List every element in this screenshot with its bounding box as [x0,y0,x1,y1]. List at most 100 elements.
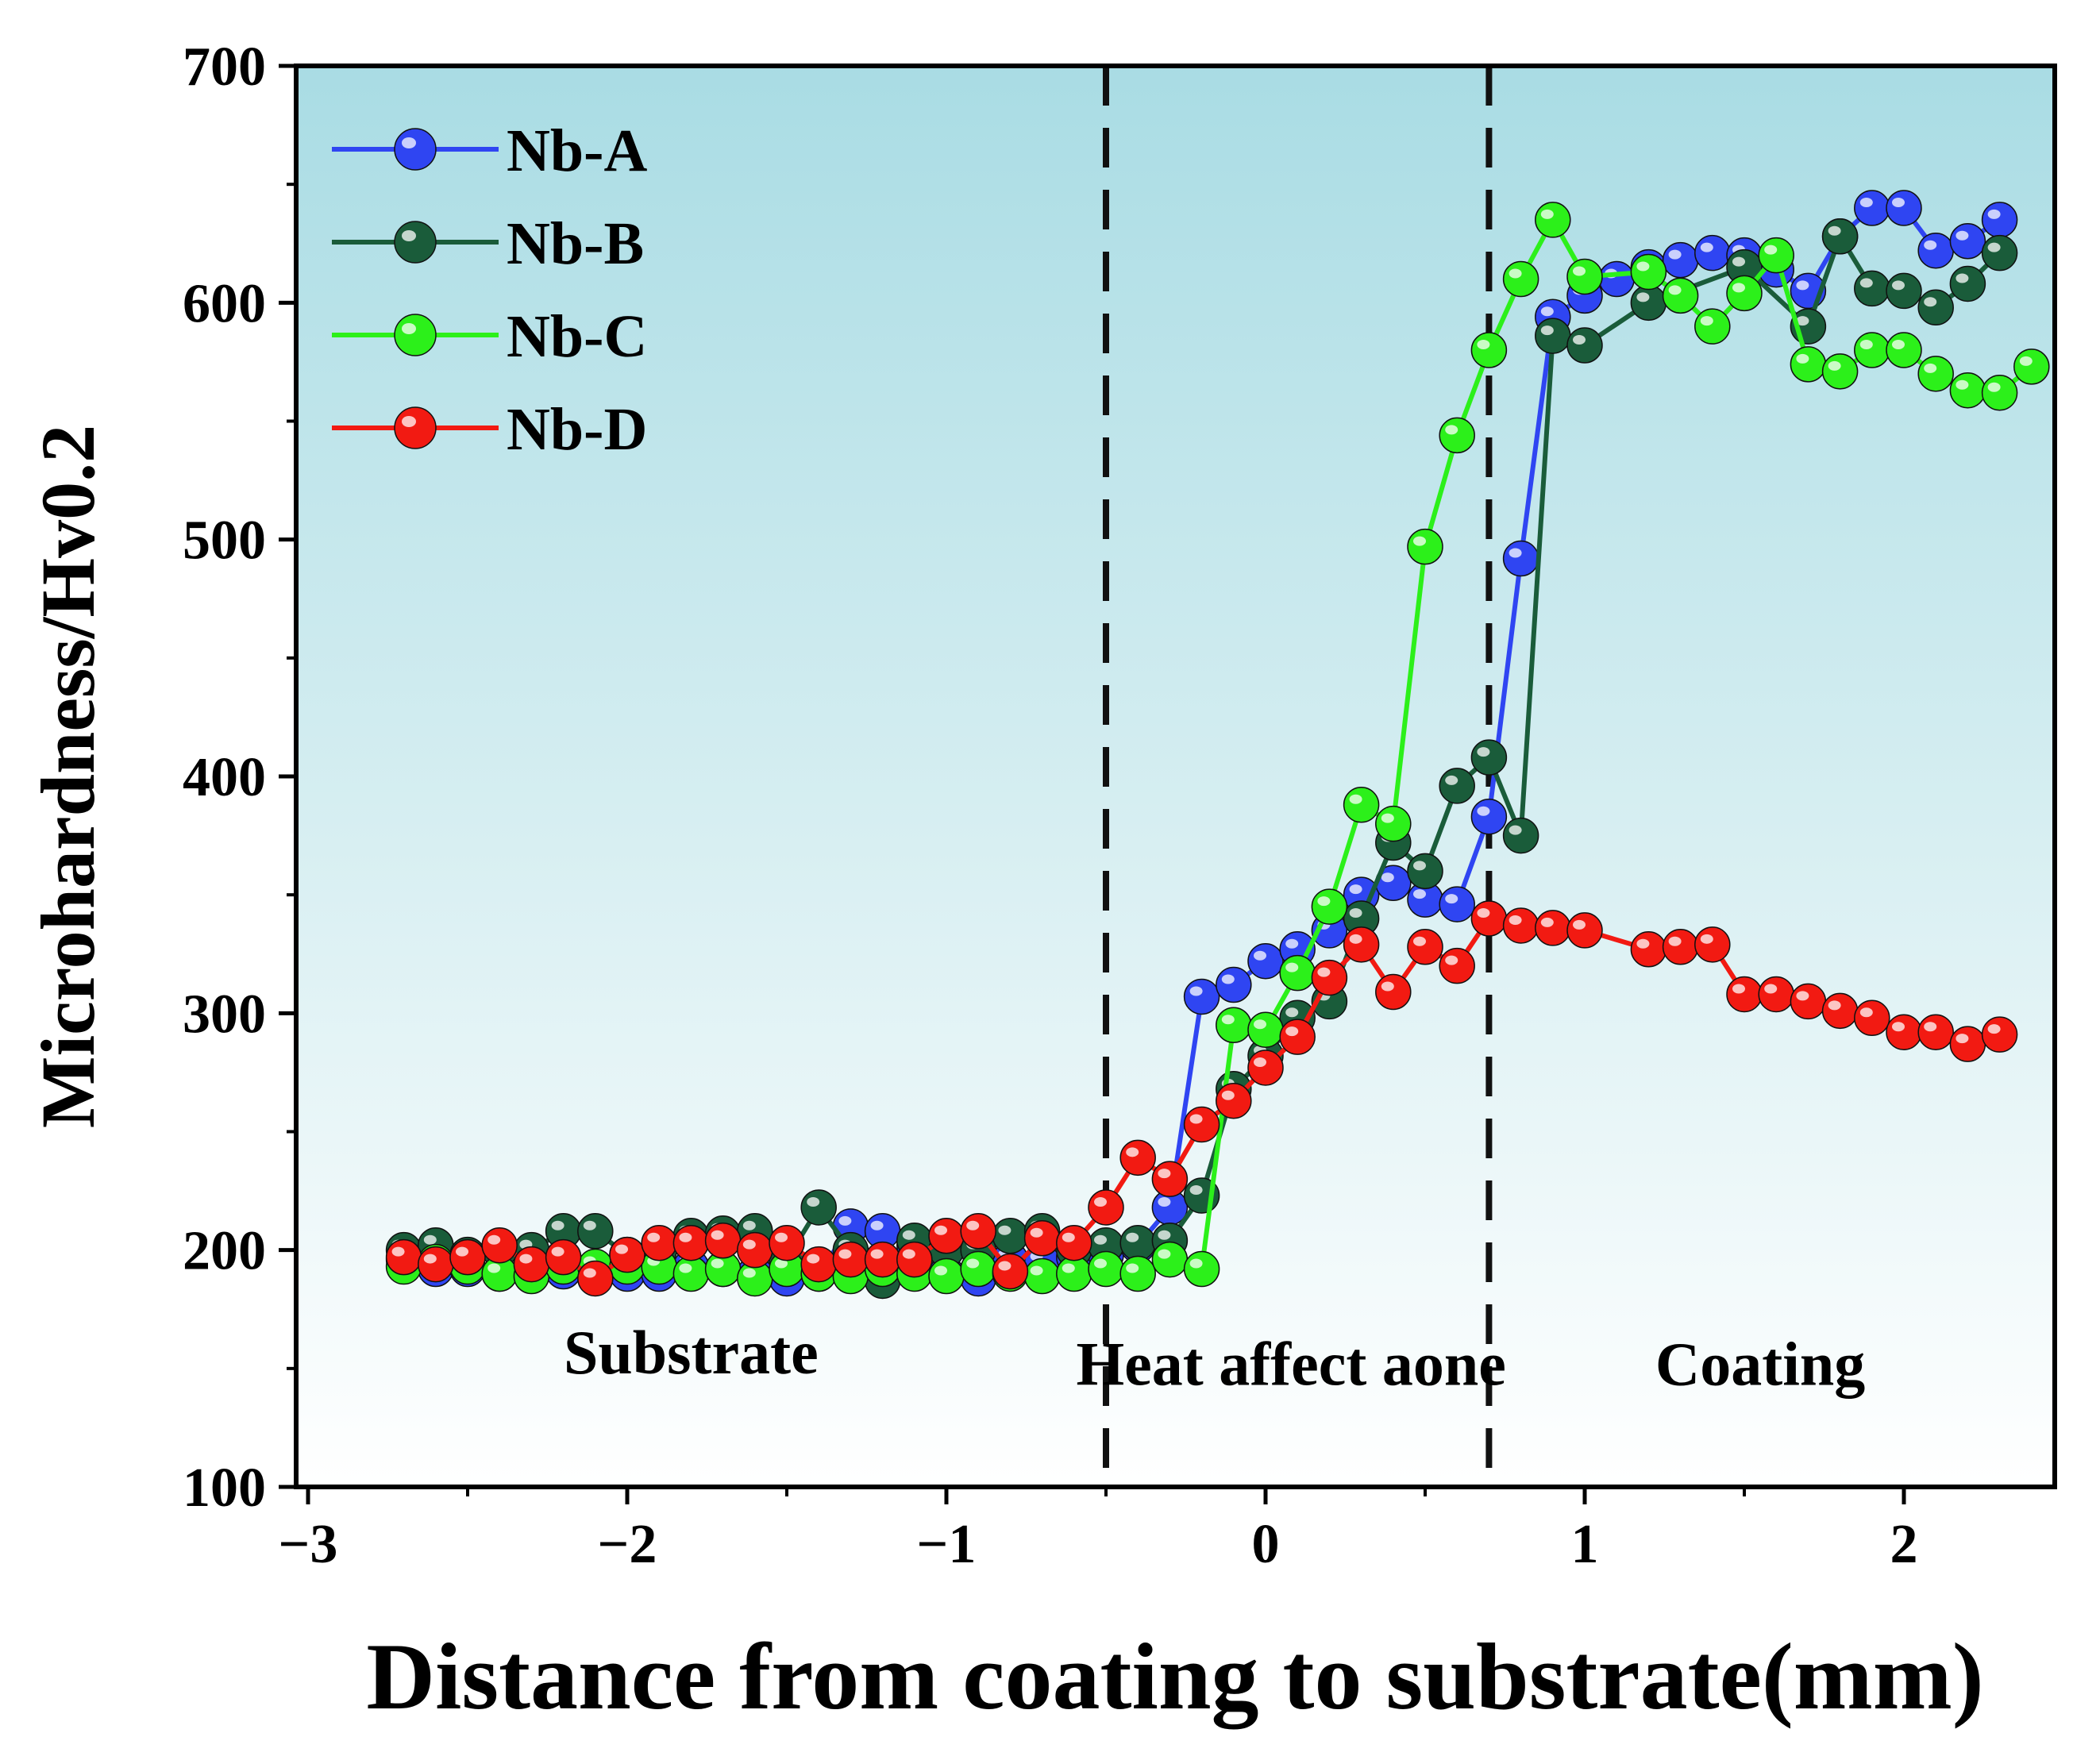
data-point-highlight [1892,340,1905,349]
data-point-highlight [1477,747,1490,757]
data-point-Nb-C [928,1257,965,1295]
x-tick-label: 1 [1571,1514,1599,1575]
data-point-Nb-A [1183,978,1220,1015]
x-axis-label: Distance from coating to substrate(mm) [366,1623,1983,1730]
data-point-highlight [1732,256,1745,267]
axes: −3 −2 −1 0 1 2 100 200 300 400 500 600 700 [183,37,1918,1575]
data-point-highlight [1285,1007,1299,1018]
data-point-Nb-C [1502,260,1539,298]
y-tick-label: 700 [183,37,266,98]
data-point-Nb-A [1439,886,1475,922]
legend-item-Nb-C: Nb-C [332,303,647,370]
data-point-Nb-C [1343,787,1380,823]
data-point-Nb-D [1470,900,1508,937]
data-point-highlight [551,1220,564,1230]
y-tick-label: 400 [183,747,266,808]
data-point-highlight [2019,356,2033,366]
data-point-Nb-C [672,1255,710,1292]
data-point-Nb-D [1407,929,1443,965]
data-point-Nb-C [1439,417,1475,454]
data-point-highlight [1254,1019,1266,1030]
data-point-Nb-B [1886,272,1922,310]
data-point-highlight [583,1220,596,1230]
y-tick-label: 500 [183,510,266,572]
data-point-Nb-B [1854,270,1890,307]
data-point-Nb-B [1119,1224,1156,1261]
data-point-Nb-D [1023,1220,1061,1257]
data-point-highlight [1573,335,1586,345]
data-point-highlight [1892,198,1905,207]
data-point-Nb-C [1566,258,1603,295]
data-point-highlight [1732,283,1745,293]
data-point-highlight [934,1265,947,1276]
legend-marker-highlight [402,416,416,427]
data-point-highlight [1445,955,1458,965]
data-point-highlight [998,1261,1011,1271]
data-point-highlight [1413,861,1426,871]
data-point-highlight [615,1244,628,1254]
data-point-Nb-D [513,1246,550,1283]
data-point-Nb-D [449,1238,486,1276]
data-point-Nb-D [672,1224,710,1261]
data-point-highlight [1349,934,1362,944]
legend-marker [394,221,437,264]
y-tick-label: 100 [183,1458,266,1519]
data-point-highlight [711,1230,724,1240]
data-point-highlight [1413,889,1426,899]
data-point-highlight [1859,1007,1873,1018]
data-point-Nb-D [418,1246,454,1283]
data-point-Nb-D [1183,1106,1220,1143]
legend-item-Nb-B: Nb-B [332,210,644,277]
data-point-Nb-D [800,1246,837,1283]
legend-marker [394,314,437,356]
data-point-highlight [1987,209,2001,219]
data-point-Nb-B [1630,284,1667,322]
data-point-Nb-D [1088,1189,1124,1226]
data-point-Nb-B [1407,853,1443,890]
data-point-highlight [1987,242,2001,252]
legend-marker [394,128,437,171]
legend-marker-highlight [402,230,416,241]
data-point-highlight [1254,1057,1266,1067]
data-point-Nb-D [1790,983,1827,1020]
data-point-Nb-D [896,1241,933,1278]
data-point-highlight [1509,915,1522,925]
data-point-Nb-A [1917,232,1954,269]
data-point-highlight [519,1254,533,1264]
data-point-Nb-A [1502,540,1539,577]
data-point-Nb-D [385,1238,422,1276]
x-tick-label: −3 [279,1514,338,1575]
data-point-Nb-B [1535,318,1571,354]
data-point-highlight [1859,198,1873,207]
data-point-highlight [1381,813,1394,823]
data-point-Nb-A [1886,190,1922,226]
data-point-highlight [1924,297,1937,307]
data-point-highlight [1285,938,1299,949]
data-point-highlight [1381,872,1394,883]
data-point-highlight [1509,825,1522,835]
data-point-highlight [1956,1034,1969,1044]
data-point-highlight [423,1254,437,1264]
data-point-highlight [870,1220,884,1230]
data-point-Nb-B [1981,234,2018,272]
series-Nb-D [385,900,2018,1297]
data-point-highlight [1189,1114,1203,1124]
data-point-highlight [1094,1258,1107,1269]
data-point-highlight [742,1268,756,1278]
data-point-highlight [1859,278,1873,288]
data-point-highlight [902,1230,915,1240]
data-point-Nb-D [928,1218,965,1254]
legend-label: Nb-D [507,396,647,463]
data-point-highlight [1924,240,1937,250]
data-point-highlight [1254,950,1266,961]
region-label-heat: Heat affect aone [1076,1330,1505,1399]
data-point-Nb-B [1439,768,1475,804]
data-point-highlight [1126,1147,1139,1157]
legend-label: Nb-B [507,210,644,277]
data-point-highlight [1573,919,1586,930]
data-point-highlight [966,1220,980,1230]
data-point-Nb-D [1981,1016,2018,1053]
data-point-Nb-A [1216,966,1252,1003]
data-point-Nb-D [1279,1019,1316,1055]
data-point-highlight [1158,1169,1171,1179]
